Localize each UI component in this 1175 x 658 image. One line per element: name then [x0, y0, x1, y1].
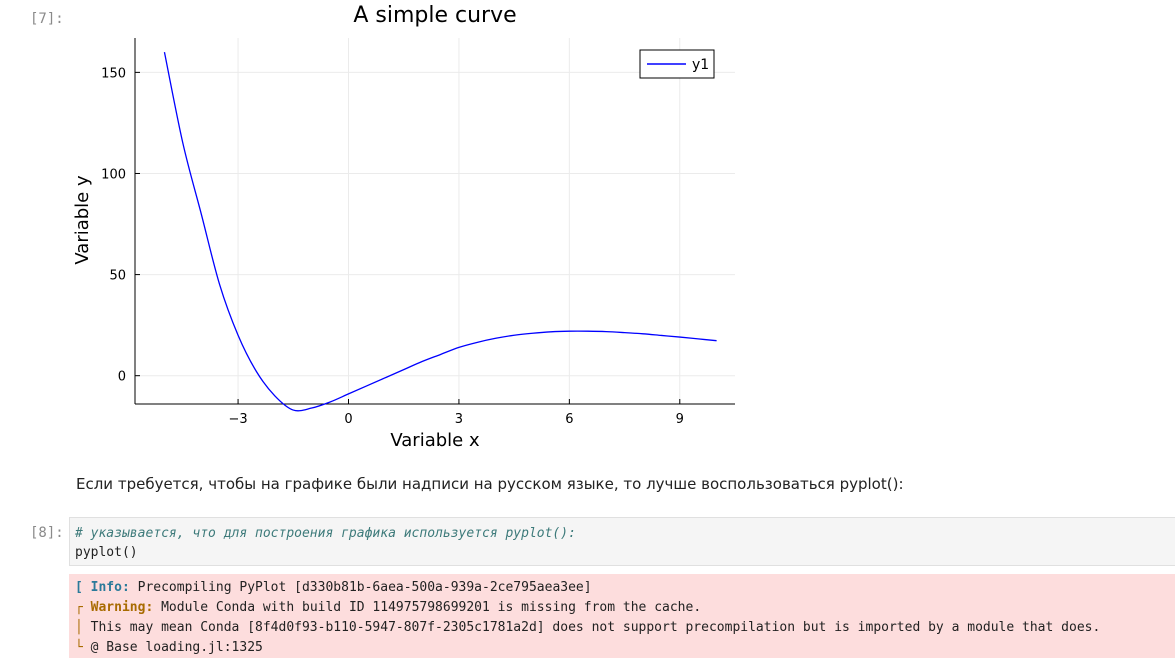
x-tick-label: 3 [455, 412, 463, 427]
grid-lines [135, 38, 735, 404]
chart-title: A simple curve [353, 3, 516, 28]
legend: y1 [639, 49, 715, 79]
series-line-y1 [163, 52, 717, 412]
series-layer [163, 52, 717, 412]
y-tick-label: 0 [118, 370, 126, 385]
axes [134, 38, 735, 405]
x-tick-label: 6 [565, 412, 573, 427]
info-tag: [ Info: [75, 580, 130, 595]
cell-7-prompt: [7]: [30, 11, 64, 27]
warning-bracket-top: ┌ [75, 600, 83, 615]
code-comment: # указывается, что для построения график… [75, 526, 576, 541]
x-axis-label: Variable x [390, 430, 480, 451]
warning-location-line: └ @ Base loading.jl:1325 [75, 638, 1175, 658]
warning-location-text: @ Base loading.jl:1325 [90, 640, 263, 655]
markdown-text: Если требуется, чтобы на графике были на… [76, 475, 904, 493]
y-axis-label: Variable y [72, 175, 93, 265]
y-tick-label: 50 [109, 269, 126, 284]
x-tick-label: −3 [228, 412, 247, 427]
warning-bracket-mid: │ [75, 620, 83, 635]
tick-labels: −3 0 3 6 9 0 50 100 150 [101, 66, 684, 427]
code-cell-8[interactable]: # указывается, что для построения график… [69, 517, 1175, 566]
info-line: [ Info: Precompiling PyPlot [d330b81b-6a… [75, 578, 1175, 598]
stderr-output: [ Info: Precompiling PyPlot [d330b81b-6a… [69, 574, 1175, 658]
simple-curve-plot: A simple curve −3 0 3 6 9 0 50 100 150 Variable … [72, 3, 735, 451]
cell-8-prompt: [8]: [30, 525, 64, 541]
warning-detail-line: │ This may mean Conda [8f4d0f93-b110-594… [75, 618, 1175, 638]
x-tick-label: 9 [676, 412, 684, 427]
warning-text: Module Conda with build ID 1149757986992… [161, 600, 702, 615]
legend-label-y1: y1 [692, 57, 709, 73]
y-tick-label: 150 [101, 66, 126, 81]
code-line: pyplot() [75, 545, 138, 560]
y-tick-label: 100 [101, 167, 126, 182]
warning-line: ┌ Warning: Module Conda with build ID 11… [75, 598, 1175, 618]
warning-tag: Warning: [90, 600, 154, 615]
x-tick-label: 0 [344, 412, 352, 427]
info-text: Precompiling PyPlot [d330b81b-6aea-500a-… [137, 580, 592, 595]
warning-detail-text: This may mean Conda [8f4d0f93-b110-5947-… [90, 620, 1101, 635]
warning-bracket-bottom: └ [75, 640, 83, 655]
